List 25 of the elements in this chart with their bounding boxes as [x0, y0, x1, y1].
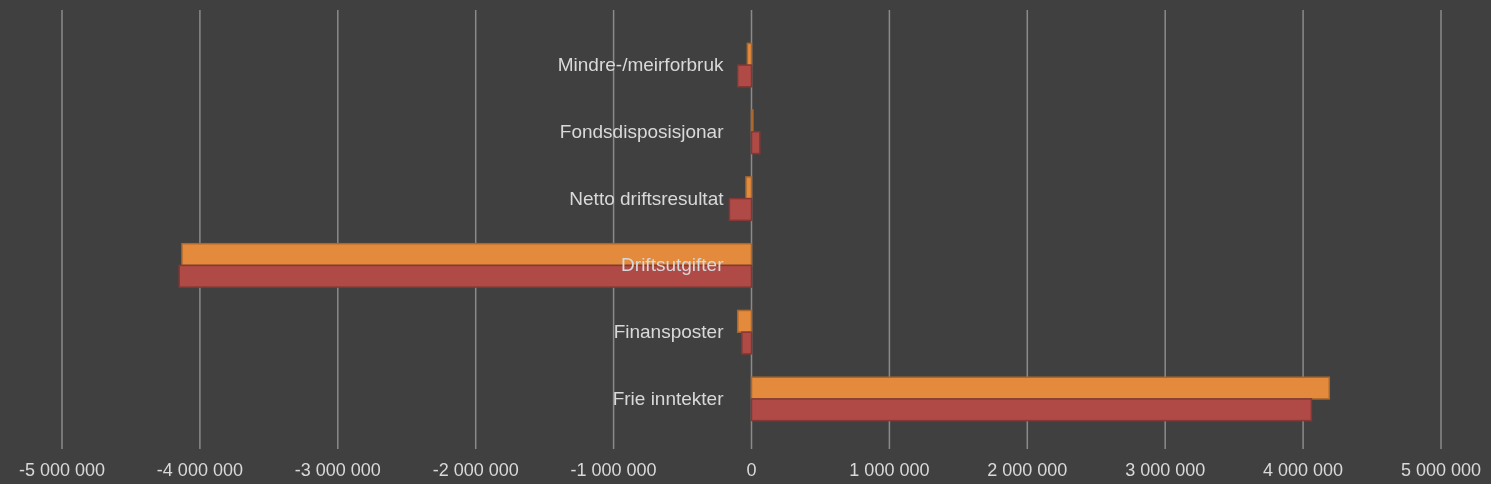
bar: [750, 131, 761, 155]
x-tick-label: 0: [746, 460, 757, 480]
y-tick-label: Finansposter: [613, 321, 725, 343]
y-tick-label: Driftsutgifter: [621, 254, 725, 276]
bar: [728, 197, 753, 222]
y-tick-label: Mindre-/meirforbruk: [557, 54, 724, 76]
y-tick-label: Frie inntekter: [612, 387, 725, 409]
bar: [750, 398, 1313, 422]
x-tick-label: 4 000 000: [1263, 460, 1344, 480]
bar: [736, 64, 753, 88]
x-tick-label: -4 000 000: [156, 460, 243, 480]
x-tick-label: 5 000 000: [1400, 460, 1482, 480]
x-tick-label: 2 000 000: [987, 460, 1068, 480]
y-tick-label: Fondsdisposisjonar: [559, 120, 725, 142]
bar: [741, 331, 753, 355]
x-tick-label: 3 000 000: [1125, 460, 1206, 480]
x-tick-label: -3 000 000: [294, 460, 381, 480]
bar: [750, 376, 1331, 400]
x-tick-label: -1 000 000: [570, 460, 657, 480]
bar: [745, 176, 753, 200]
y-tick-label: Netto driftsresultat: [569, 187, 725, 209]
x-tick-label: 1 000 000: [849, 460, 930, 480]
x-tick-label: -5 000 000: [18, 460, 106, 480]
x-tick-label: -2 000 000: [432, 460, 519, 480]
bar: [736, 309, 753, 333]
